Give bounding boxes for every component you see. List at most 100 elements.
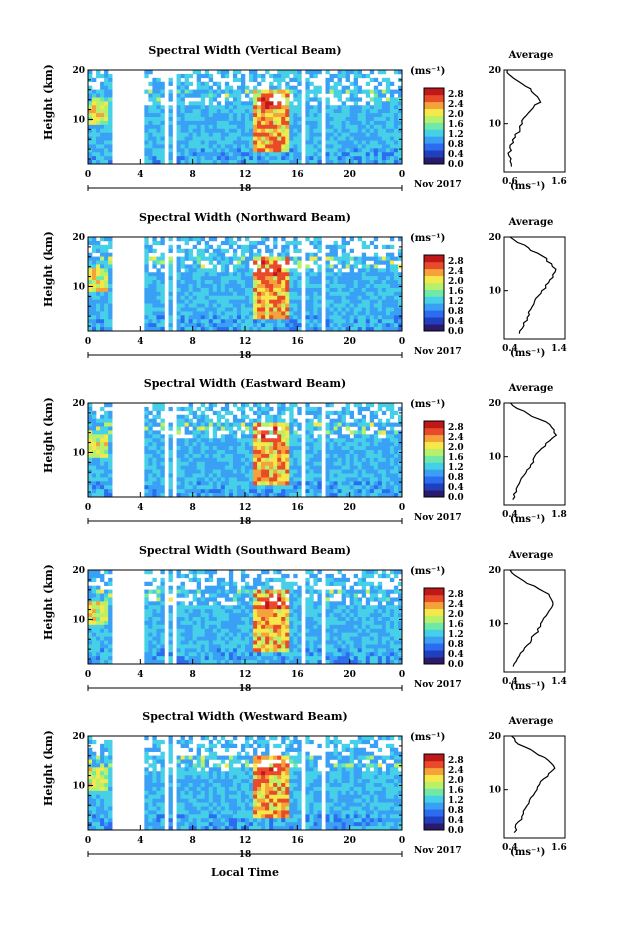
heatmap-cell bbox=[245, 422, 250, 427]
heatmap-cell bbox=[353, 453, 359, 459]
heatmap-cell bbox=[381, 70, 387, 75]
heatmap-cell bbox=[281, 299, 286, 304]
heatmap-cell bbox=[220, 311, 226, 316]
heatmap-cell bbox=[385, 252, 391, 257]
heatmap-cell bbox=[88, 481, 93, 486]
heatmap-cell bbox=[289, 303, 294, 308]
heatmap-cell bbox=[240, 248, 246, 253]
heatmap-cell bbox=[329, 252, 334, 257]
heatmap-cell bbox=[325, 70, 330, 75]
heatmap-cell bbox=[369, 327, 375, 332]
heatmap-cell bbox=[220, 620, 226, 626]
heatmap-cell bbox=[337, 287, 342, 293]
heatmap-cell bbox=[277, 414, 282, 419]
heatmap-cell bbox=[265, 113, 270, 118]
heatmap-cell bbox=[345, 89, 350, 94]
heatmap-cell bbox=[349, 438, 354, 443]
heatmap-cell bbox=[393, 148, 399, 153]
heatmap-cell bbox=[108, 323, 113, 328]
heatmap-cell bbox=[180, 311, 185, 316]
heatmap-cell bbox=[168, 450, 173, 455]
heatmap-cell bbox=[188, 477, 193, 482]
colorbar-unit-label: (ms⁻¹) bbox=[410, 233, 446, 244]
heatmap-cell bbox=[96, 632, 101, 637]
heatmap-cell bbox=[269, 81, 274, 86]
heatmap-cell bbox=[200, 620, 206, 626]
heatmap-cell bbox=[184, 152, 189, 157]
heatmap-cell bbox=[277, 410, 282, 416]
heatmap-cell bbox=[228, 244, 234, 250]
heatmap-cell bbox=[309, 113, 314, 118]
y-tick-label: 20 bbox=[72, 233, 85, 243]
heatmap-cell bbox=[236, 489, 242, 494]
heatmap-cell bbox=[329, 248, 334, 253]
heatmap-cell bbox=[88, 315, 93, 320]
heatmap-cell bbox=[100, 256, 105, 261]
heatmap-cell bbox=[313, 319, 318, 324]
heatmap-cell bbox=[257, 457, 262, 463]
heatmap-cell bbox=[317, 237, 322, 242]
heatmap-cell bbox=[224, 113, 230, 118]
heatmap-cell bbox=[228, 453, 234, 459]
heatmap-cell bbox=[269, 280, 274, 285]
heatmap-cell bbox=[212, 589, 218, 594]
heatmap-cell bbox=[104, 307, 109, 312]
heatmap-cell bbox=[100, 272, 105, 277]
heatmap-cell bbox=[204, 493, 210, 498]
heatmap-cell bbox=[309, 410, 314, 416]
heatmap-cell bbox=[333, 252, 338, 257]
heatmap-cell bbox=[184, 457, 189, 463]
heatmap-cell bbox=[192, 156, 197, 161]
heatmap-cell bbox=[168, 473, 173, 478]
heatmap-cell bbox=[224, 636, 230, 641]
heatmap-cell bbox=[341, 136, 346, 141]
heatmap-cell bbox=[92, 632, 97, 637]
heatmap-cell bbox=[240, 81, 246, 86]
heatmap-cell bbox=[393, 287, 399, 293]
heatmap-cell bbox=[385, 284, 391, 289]
heatmap-cell bbox=[104, 644, 109, 649]
heatmap-cell bbox=[156, 656, 161, 661]
heatmap-cell bbox=[285, 70, 290, 75]
heatmap-cell bbox=[200, 252, 206, 257]
heatmap-cell bbox=[184, 573, 189, 579]
heatmap-cell bbox=[305, 144, 310, 149]
heatmap-cell bbox=[257, 160, 262, 165]
heatmap-cell bbox=[220, 152, 226, 157]
heatmap-cell bbox=[305, 473, 310, 478]
heatmap-cell bbox=[325, 295, 330, 300]
heatmap-cell bbox=[152, 414, 157, 419]
heatmap-cell bbox=[313, 481, 318, 486]
heatmap-cell bbox=[257, 113, 262, 118]
heatmap-cell bbox=[224, 311, 230, 316]
heatmap-cell bbox=[373, 272, 379, 277]
colorbar-segment bbox=[424, 255, 444, 263]
heatmap-cell bbox=[269, 307, 274, 312]
heatmap-cell bbox=[148, 307, 153, 312]
heatmap-cell bbox=[249, 140, 254, 145]
heatmap-cell bbox=[188, 453, 193, 459]
colorbar-tick-label: 0.0 bbox=[448, 160, 464, 170]
heatmap-cell bbox=[220, 140, 226, 145]
heatmap-cell bbox=[192, 628, 197, 633]
heatmap-cell bbox=[293, 89, 298, 94]
heatmap-cell bbox=[188, 268, 193, 273]
heatmap-cell bbox=[176, 453, 181, 459]
heatmap-cell bbox=[357, 493, 363, 498]
heatmap-cell bbox=[369, 453, 375, 459]
heatmap-cell bbox=[337, 450, 342, 455]
heatmap-cell bbox=[92, 109, 97, 114]
heatmap-cell bbox=[192, 605, 197, 610]
heatmap-cell bbox=[200, 403, 206, 408]
heatmap-cell bbox=[184, 656, 189, 661]
heatmap-cell bbox=[309, 124, 314, 130]
heatmap-cell bbox=[176, 101, 181, 106]
heatmap-cell bbox=[188, 624, 193, 630]
heatmap-cell bbox=[337, 299, 342, 304]
heatmap-cell bbox=[232, 648, 238, 653]
heatmap-cell bbox=[317, 113, 322, 118]
heatmap-cell bbox=[180, 101, 185, 106]
heatmap-cell bbox=[341, 264, 346, 269]
heatmap-cell bbox=[168, 81, 173, 86]
heatmap-cell bbox=[297, 160, 302, 165]
